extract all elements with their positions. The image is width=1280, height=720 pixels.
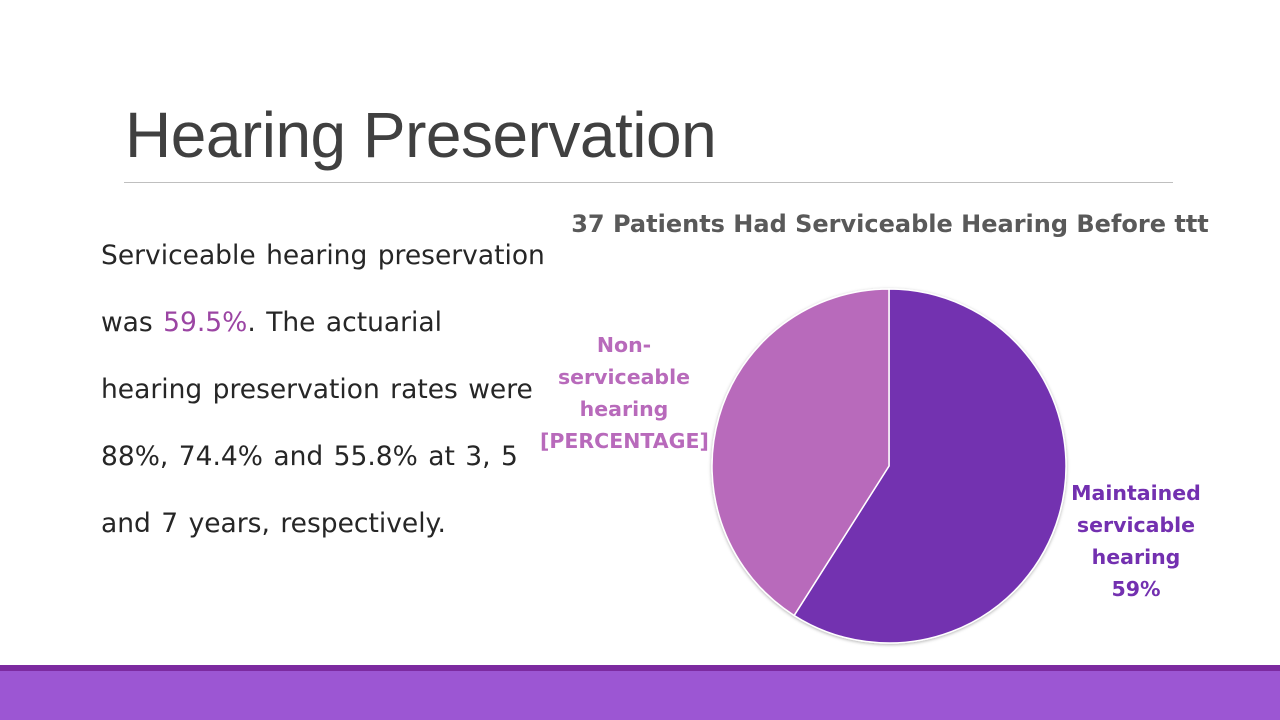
- data-label-maintained: Maintained servicable hearing 59%: [1050, 477, 1222, 605]
- data-label-line: serviceable: [557, 365, 691, 389]
- slide-title: Hearing Preservation: [125, 99, 717, 171]
- footer-bar: [0, 671, 1280, 720]
- title-divider: [124, 182, 1173, 183]
- data-label-line: servicable: [1076, 513, 1196, 537]
- highlight-percentage: 59.5%: [163, 307, 248, 338]
- footer-accent-line: [0, 665, 1280, 671]
- body-text-start: Serviceable hearing preservation was: [101, 240, 545, 338]
- data-label-line: [PERCENTAGE]: [540, 429, 709, 453]
- body-paragraph: Serviceable hearing preservation was 59.…: [101, 222, 551, 557]
- data-label-non-serviceable: Non- serviceable hearing [PERCENTAGE]: [540, 329, 709, 457]
- pie-slice-maintained: [793, 288, 1067, 644]
- data-label-line: hearing: [1091, 545, 1181, 569]
- data-label-line: hearing: [579, 397, 669, 421]
- data-label-line: Non-: [596, 333, 652, 357]
- data-label-line: Maintained: [1071, 481, 1201, 505]
- data-label-line: 59%: [1111, 577, 1161, 601]
- pie-slice-non-serviceable: [711, 288, 890, 617]
- body-text-end: . The actuarial hearing preservation rat…: [101, 307, 533, 539]
- chart-title: 37 Patients Had Serviceable Hearing Befo…: [571, 210, 1209, 238]
